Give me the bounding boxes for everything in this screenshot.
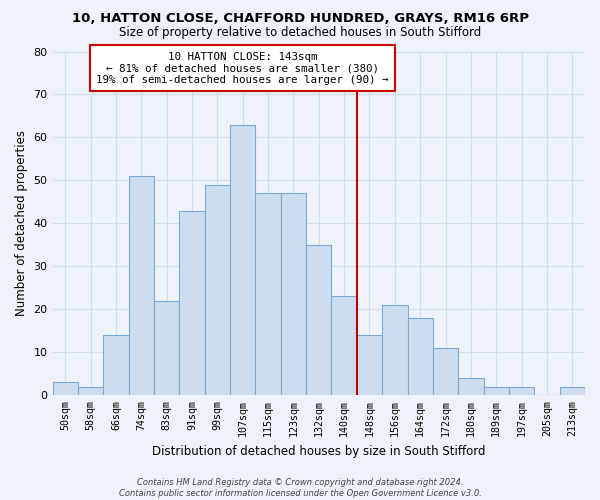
Bar — [78, 386, 103, 396]
Text: Contains HM Land Registry data © Crown copyright and database right 2024.
Contai: Contains HM Land Registry data © Crown c… — [119, 478, 481, 498]
Bar — [382, 305, 407, 396]
Bar — [458, 378, 484, 396]
Bar — [433, 348, 458, 396]
Bar — [509, 386, 534, 396]
Text: 10 HATTON CLOSE: 143sqm
← 81% of detached houses are smaller (380)
19% of semi-d: 10 HATTON CLOSE: 143sqm ← 81% of detache… — [97, 52, 389, 84]
X-axis label: Distribution of detached houses by size in South Stifford: Distribution of detached houses by size … — [152, 444, 485, 458]
Bar — [281, 194, 306, 396]
Bar — [484, 386, 509, 396]
Bar — [331, 296, 357, 396]
Bar — [154, 301, 179, 396]
Bar — [306, 245, 331, 396]
Text: 10, HATTON CLOSE, CHAFFORD HUNDRED, GRAYS, RM16 6RP: 10, HATTON CLOSE, CHAFFORD HUNDRED, GRAY… — [71, 12, 529, 26]
Bar — [103, 335, 128, 396]
Text: Size of property relative to detached houses in South Stifford: Size of property relative to detached ho… — [119, 26, 481, 39]
Bar — [53, 382, 78, 396]
Y-axis label: Number of detached properties: Number of detached properties — [15, 130, 28, 316]
Bar — [357, 335, 382, 396]
Bar — [256, 194, 281, 396]
Bar — [179, 210, 205, 396]
Bar — [230, 124, 256, 396]
Bar — [128, 176, 154, 396]
Bar — [407, 318, 433, 396]
Bar — [560, 386, 585, 396]
Bar — [205, 184, 230, 396]
